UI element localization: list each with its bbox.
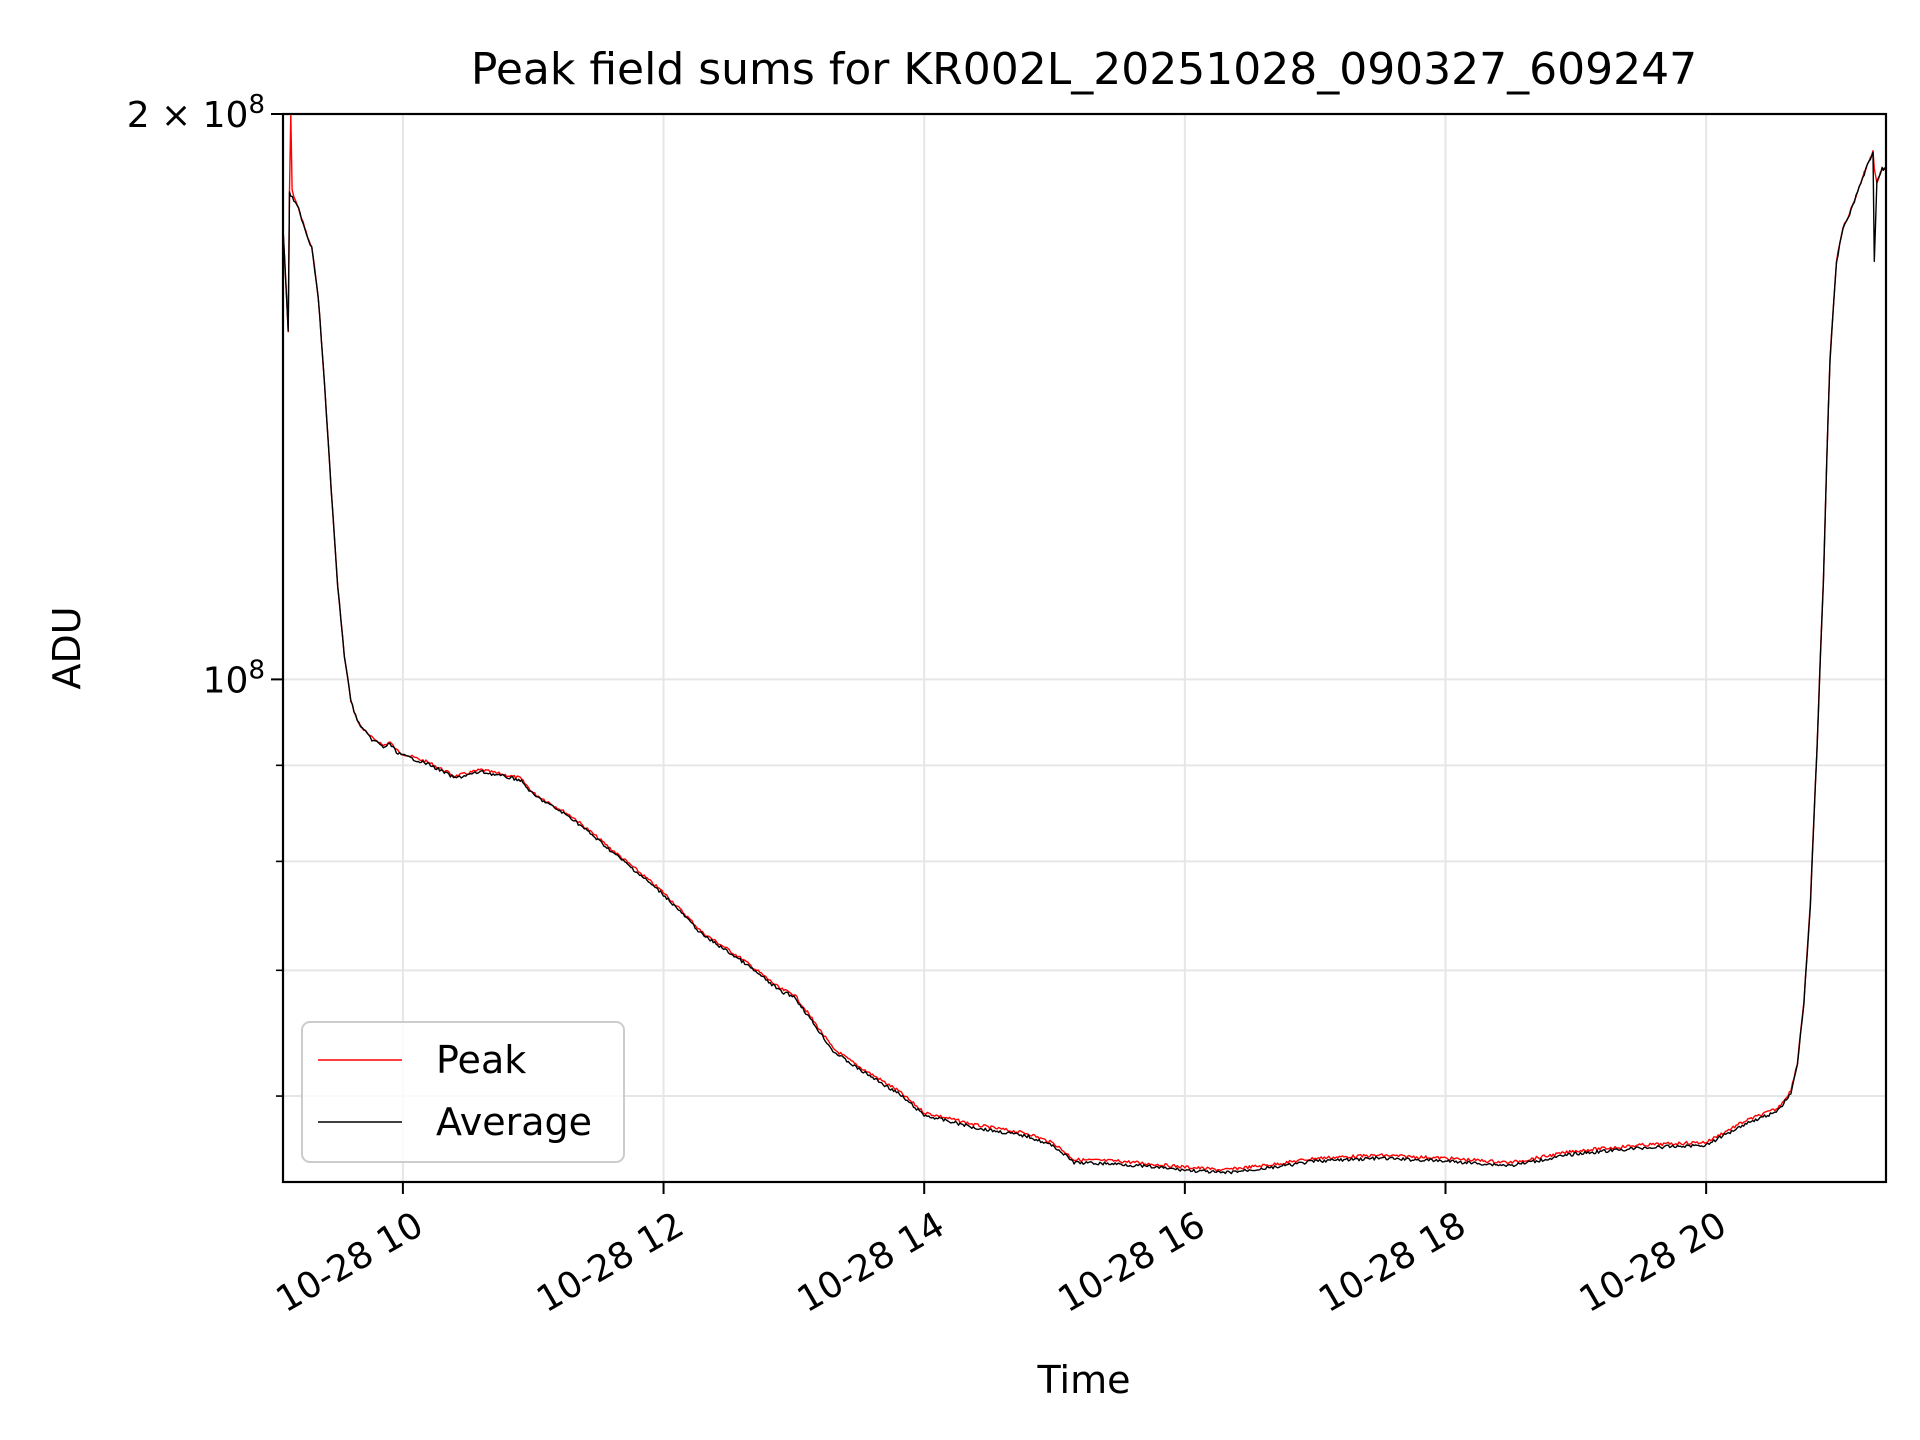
y-tick-label: 2 × 108 xyxy=(127,90,265,136)
y-tick-label: 108 xyxy=(203,655,265,701)
axes-frame xyxy=(281,112,1888,1184)
x-axis-label: Time xyxy=(1037,1358,1131,1402)
y-axis-label: ADU xyxy=(45,606,89,689)
chart-title: Peak field sums for KR002L_20251028_0903… xyxy=(471,44,1697,95)
legend: Peak Average xyxy=(301,1021,625,1163)
legend-box xyxy=(301,1021,625,1163)
legend-label-average: Average xyxy=(436,1100,592,1144)
series-line-average xyxy=(282,151,1887,1175)
plot-area xyxy=(282,113,1887,1175)
legend-label-peak: Peak xyxy=(436,1038,526,1082)
